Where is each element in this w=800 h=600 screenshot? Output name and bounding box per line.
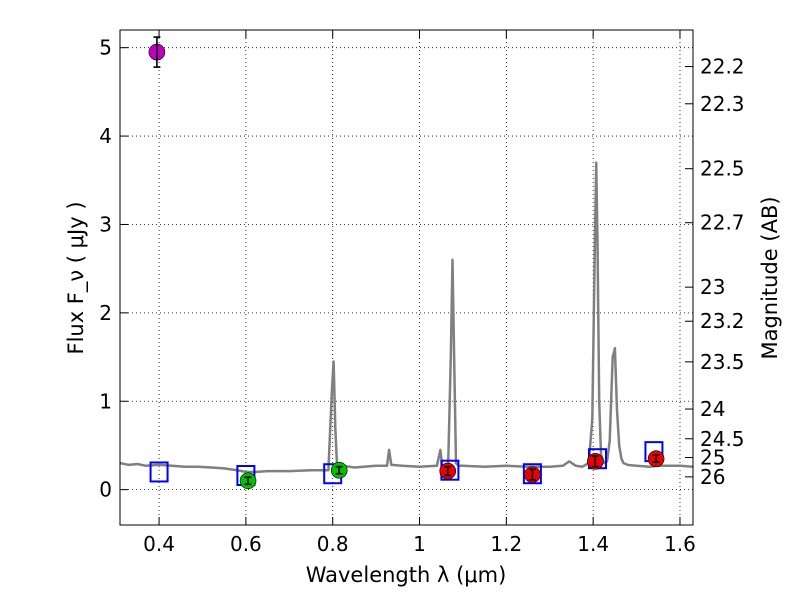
magnitude-tick-label: 22.7 [700, 211, 745, 235]
y-tick-label: 3 [99, 212, 112, 236]
magnitude-tick-label: 23 [700, 275, 725, 299]
y-axis-label: Flux F_ν ( μJy ) [64, 201, 89, 354]
magnitude-tick-label: 26 [700, 465, 725, 489]
model-photometry-square [522, 463, 542, 485]
y-tick-label: 5 [99, 36, 112, 60]
magnitude-tick-label: 24 [700, 397, 725, 421]
plot-frame [119, 29, 694, 526]
error-bar [528, 468, 536, 481]
magnitude-tick-label: 22.5 [700, 157, 745, 181]
x-tick-label: 1 [413, 532, 426, 556]
y-tick-label: 0 [99, 478, 112, 502]
magnitude-tick-label: 22.2 [700, 55, 745, 79]
error-bar [652, 454, 660, 464]
x-tick-label: 0.8 [317, 532, 349, 556]
y-tick-label: 2 [99, 301, 112, 325]
magnitude-tick-label: 24.5 [700, 427, 745, 451]
x-tick-label: 1.2 [490, 532, 522, 556]
error-bar [591, 455, 599, 468]
x-tick-label: 1.4 [577, 532, 609, 556]
y-tick-label: 4 [99, 124, 112, 148]
magnitude-tick-label: 22.3 [700, 92, 745, 116]
x-tick-label: 0.6 [230, 532, 262, 556]
model-spectrum-line [120, 161, 693, 474]
magnitude-tick-label: 23.2 [700, 309, 745, 333]
magnitude-tick-label: 25 [700, 446, 725, 470]
x-tick-label: 0.4 [143, 532, 175, 556]
x-axis-label: Wavelength λ (μm) [306, 563, 507, 587]
error-bar [335, 465, 343, 475]
y-tick-label: 1 [99, 389, 112, 413]
x-tick-label: 1.6 [664, 532, 696, 556]
grid [120, 30, 693, 525]
magnitude-tick-label: 23.5 [700, 350, 745, 374]
error-bar [244, 476, 252, 486]
model-photometry-square [149, 461, 169, 483]
error-bar [444, 465, 452, 477]
y-axis-right-label: Magnitude (AB) [758, 196, 782, 359]
